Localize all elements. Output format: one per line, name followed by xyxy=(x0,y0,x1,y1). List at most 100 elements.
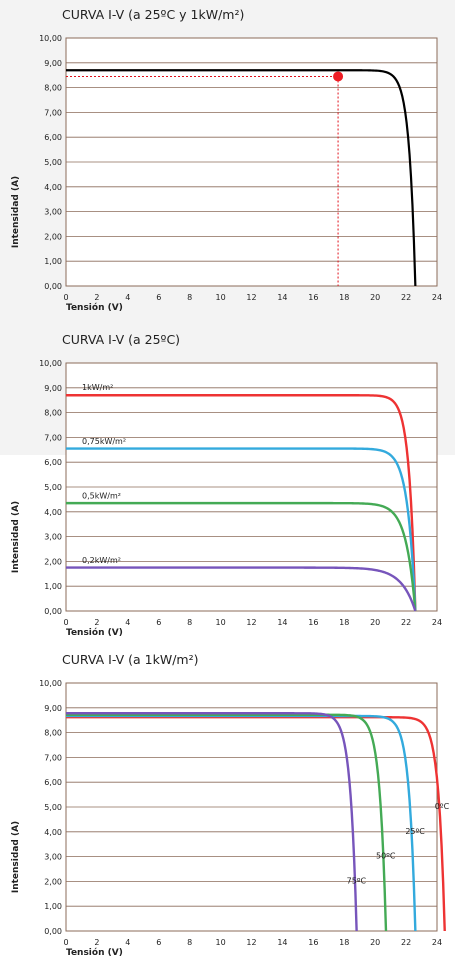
y-tick-label: 2,00 xyxy=(44,232,62,241)
y-tick-label: 7,00 xyxy=(44,433,62,442)
x-tick-label: 6 xyxy=(156,938,161,947)
y-tick-label: 6,00 xyxy=(44,778,62,787)
y-tick-label: 2,00 xyxy=(44,557,62,566)
iv-chart-temperature: 0,00 1,00 2,00 3,00 4,00 5,00 6,00 7,00 8,00 9,00… xyxy=(11,679,450,958)
series-line xyxy=(66,712,358,932)
x-tick-label: 2 xyxy=(94,938,99,947)
y-tick-label: 10,00 xyxy=(39,679,62,688)
y-tick-label: 6,00 xyxy=(44,133,62,142)
series-line xyxy=(66,566,417,612)
series-label: 0,2kW/m² xyxy=(82,556,121,565)
x-tick-label: 10 xyxy=(215,293,225,302)
x-axis-label: Tensión (V) xyxy=(66,627,123,638)
x-tick-label: 8 xyxy=(187,618,192,627)
y-tick-label: 10,00 xyxy=(39,359,62,368)
x-tick-label: 10 xyxy=(215,618,225,627)
chart-panel-1: CURVA I-V (a 25ºC y 1kW/m²) 0,00 1,00 2,00… xyxy=(0,0,455,322)
x-tick-label: 18 xyxy=(339,618,349,627)
series-line xyxy=(66,447,417,612)
x-tick-label: 4 xyxy=(125,293,130,302)
y-tick-label: 8,00 xyxy=(44,409,62,418)
x-tick-label: 18 xyxy=(339,938,349,947)
series-line xyxy=(66,69,417,287)
y-tick-label: 4,00 xyxy=(44,828,62,837)
x-tick-label: 20 xyxy=(370,618,380,627)
y-tick-label: 0,00 xyxy=(44,607,62,616)
x-tick-label: 14 xyxy=(277,293,287,302)
series-label: 50ºC xyxy=(376,852,396,861)
series-label: 0,5kW/m² xyxy=(82,491,121,500)
series-line xyxy=(66,713,388,932)
x-tick-label: 12 xyxy=(246,938,256,947)
y-tick-label: 5,00 xyxy=(44,483,62,492)
series-label: 25ºC xyxy=(405,827,425,836)
x-tick-label: 18 xyxy=(339,293,349,302)
y-tick-label: 9,00 xyxy=(44,384,62,393)
chart-title: CURVA I-V (a 25ºC) xyxy=(62,332,181,347)
y-tick-label: 5,00 xyxy=(44,803,62,812)
x-tick-label: 22 xyxy=(401,938,411,947)
chart-title: CURVA I-V (a 1kW/m²) xyxy=(62,652,199,667)
series-line xyxy=(66,394,417,612)
y-tick-label: 7,00 xyxy=(44,108,62,117)
x-tick-label: 0 xyxy=(63,938,68,947)
x-tick-label: 20 xyxy=(370,938,380,947)
series-line xyxy=(66,501,417,612)
x-tick-label: 4 xyxy=(125,618,130,627)
y-axis-label: Intensidad (A) xyxy=(11,501,21,573)
y-tick-label: 0,00 xyxy=(44,282,62,291)
y-tick-label: 10,00 xyxy=(39,34,62,43)
y-tick-label: 4,00 xyxy=(44,183,62,192)
x-tick-label: 22 xyxy=(401,293,411,302)
x-tick-label: 0 xyxy=(63,618,68,627)
y-tick-label: 9,00 xyxy=(44,59,62,68)
chart-panel-3: CURVA I-V (a 1kW/m²) 0,00 1,00 2,00 3,00 4,0… xyxy=(0,645,455,967)
x-tick-label: 10 xyxy=(215,938,225,947)
y-tick-label: 1,00 xyxy=(44,902,62,911)
x-tick-label: 16 xyxy=(308,938,318,947)
mpp-point xyxy=(333,71,344,82)
chart-panel-2: CURVA I-V (a 25ºC) 0,00 1,00 2,00 3,00 4,00 5… xyxy=(0,325,455,647)
y-axis-label: Intensidad (A) xyxy=(11,176,21,248)
chart-title: CURVA I-V (a 25ºC y 1kW/m²) xyxy=(62,7,245,22)
x-tick-label: 6 xyxy=(156,618,161,627)
series-label: 0ºC xyxy=(435,802,450,811)
x-tick-label: 20 xyxy=(370,293,380,302)
x-axis-label: Tensión (V) xyxy=(66,947,123,958)
x-tick-label: 16 xyxy=(308,618,318,627)
y-axis-label: Intensidad (A) xyxy=(11,821,21,893)
x-axis-label: Tensión (V) xyxy=(66,302,123,313)
y-tick-label: 2,00 xyxy=(44,877,62,886)
y-tick-label: 6,00 xyxy=(44,458,62,467)
y-tick-label: 9,00 xyxy=(44,704,62,713)
x-tick-label: 12 xyxy=(246,618,256,627)
x-tick-label: 4 xyxy=(125,938,130,947)
iv-chart-irradiance: 0,00 1,00 2,00 3,00 4,00 5,00 6,00 7,00 8,00 9,00… xyxy=(11,359,442,638)
series-label: 1kW/m² xyxy=(82,383,113,392)
x-tick-label: 22 xyxy=(401,618,411,627)
y-tick-label: 0,00 xyxy=(44,927,62,936)
x-tick-label: 6 xyxy=(156,293,161,302)
x-tick-label: 16 xyxy=(308,293,318,302)
y-tick-label: 1,00 xyxy=(44,257,62,266)
y-tick-label: 8,00 xyxy=(44,84,62,93)
y-tick-label: 3,00 xyxy=(44,533,62,542)
y-tick-label: 4,00 xyxy=(44,508,62,517)
x-tick-label: 14 xyxy=(277,938,287,947)
x-tick-label: 14 xyxy=(277,618,287,627)
series-label: 0,75kW/m² xyxy=(82,437,126,446)
y-tick-label: 3,00 xyxy=(44,853,62,862)
x-tick-label: 0 xyxy=(63,293,68,302)
x-tick-label: 2 xyxy=(94,293,99,302)
iv-chart-standard: 0,00 1,00 2,00 3,00 4,00 5,00 6,00 7,00 8,00 9,00… xyxy=(11,34,442,313)
series-label: 75ºC xyxy=(347,876,367,885)
y-tick-label: 3,00 xyxy=(44,208,62,217)
x-tick-label: 8 xyxy=(187,293,192,302)
y-tick-label: 1,00 xyxy=(44,582,62,591)
x-tick-label: 8 xyxy=(187,938,192,947)
y-tick-label: 7,00 xyxy=(44,753,62,762)
y-tick-label: 5,00 xyxy=(44,158,62,167)
x-tick-label: 24 xyxy=(432,618,442,627)
y-tick-label: 8,00 xyxy=(44,729,62,738)
x-tick-label: 24 xyxy=(432,938,442,947)
